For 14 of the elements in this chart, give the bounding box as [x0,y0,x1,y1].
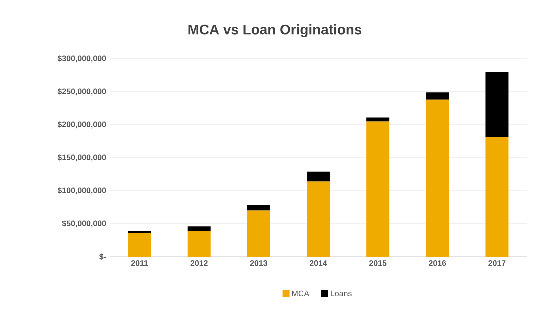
bar [307,172,330,182]
bar [247,206,270,211]
chart-title: MCA vs Loan Originations [188,24,362,38]
bar [486,138,509,257]
bar [128,233,152,257]
bar [188,231,211,257]
bar [366,118,390,122]
bar [307,182,330,257]
bar [247,210,270,257]
bar [486,72,509,138]
bar [366,122,390,257]
bar [426,100,450,257]
bar [426,92,450,100]
bar [188,226,211,232]
